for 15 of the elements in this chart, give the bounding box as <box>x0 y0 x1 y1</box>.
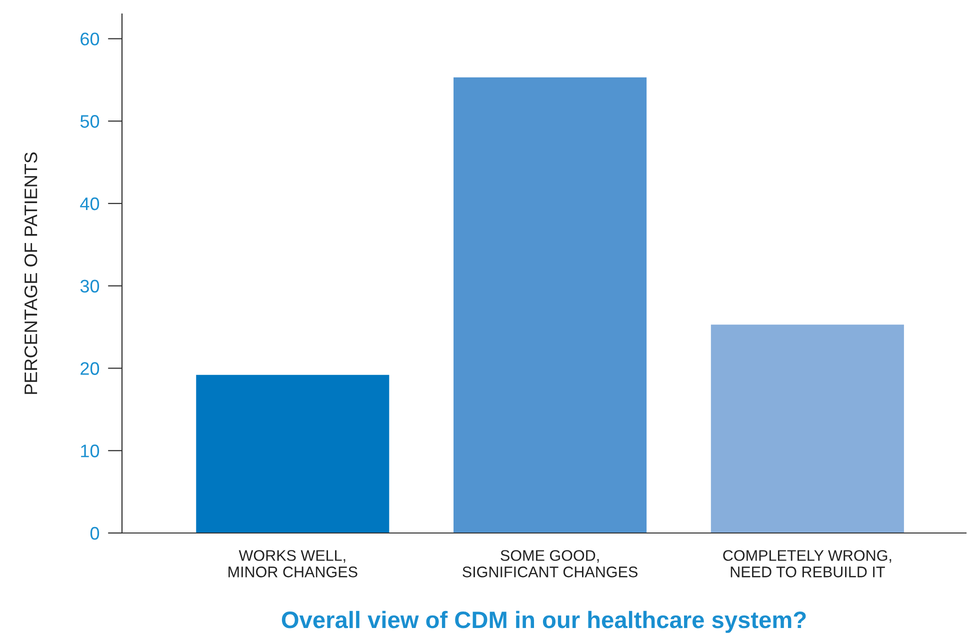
y-tick-label: 40 <box>80 197 100 210</box>
y-tick-label: 10 <box>81 444 100 458</box>
bar <box>710 324 904 533</box>
y-tick-label: 50 <box>80 115 100 128</box>
y-tick-label: 30 <box>80 280 100 293</box>
y-tick-label: 60 <box>80 32 100 46</box>
x-tick-label: SOME GOOD, SIGNIFICANT CHANGES <box>462 550 638 578</box>
y-tick-label: 0 <box>90 526 100 540</box>
x-tick-label: WORKS WELL, MINOR CHANGES <box>228 550 358 578</box>
y-axis-title: PERCENTAGE OF PATIENTS <box>24 152 38 394</box>
x-axis-title: Overall view of CDM in our healthcare system? <box>282 610 806 633</box>
x-tick-label: COMPLETELY WRONG, NEED TO REBUILD IT <box>723 550 892 578</box>
y-tick-label: 20 <box>80 362 100 375</box>
bar <box>196 374 390 533</box>
bar <box>454 77 647 533</box>
